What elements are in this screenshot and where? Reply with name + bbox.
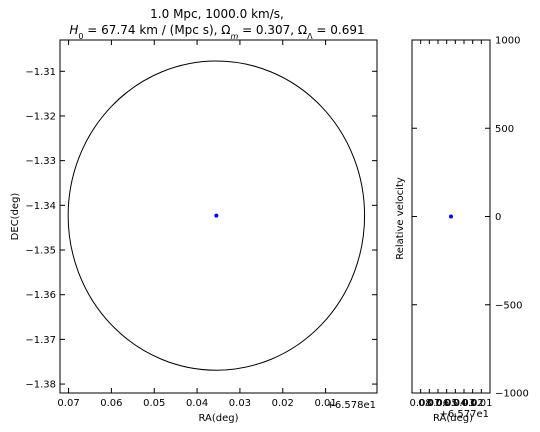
y-tick-label: −1.35 [25,246,56,257]
x-tick-label: 0.01 [470,398,492,409]
x-offset-label: +6.578e1 [326,400,376,411]
y-tick-label: −1.33 [25,156,56,167]
y-tick-label: −1.36 [25,290,56,301]
title-part: 0 [78,32,83,41]
x-tick-label: 0.04 [186,398,208,409]
x-tick-label: 0.06 [100,398,122,409]
title-part: m [230,32,238,41]
x-tick-label: 0.01 [314,398,336,409]
y-tick-label: −1.34 [25,201,56,212]
x-tick-label: 0.07 [57,398,79,409]
x-tick-label: 0.05 [436,398,458,409]
x-axis-title: RA(deg) [198,413,238,424]
y-tick-label: −1.32 [25,111,56,122]
title-part: Ω [298,23,307,37]
title-part: H [69,23,78,37]
x-tick-label: 0.03 [453,398,475,409]
y-axis-title: Relative velocity [395,177,406,260]
x-tick-label: 0.02 [462,398,484,409]
y-tick-label: −500 [495,300,522,311]
x-tick-label: 0.02 [272,398,294,409]
x-offset-label: +6.577e1 [439,409,489,420]
data-point [449,214,453,219]
title-part: = 0.307, [238,23,298,37]
title-part: Λ [307,32,313,41]
title-part: = 67.74 km / (Mpc s), [83,23,221,37]
x-tick-label: 0.06 [427,398,449,409]
y-tick-label: −1.31 [25,67,56,78]
y-tick-label: 500 [495,124,514,135]
x-tick-label: 0.03 [229,398,251,409]
x-tick-label: 0.04 [444,398,466,409]
y-tick-label: −1.38 [25,380,56,391]
position-axes: 0.07 0.06 0.05 0.04 0.03 0.02 0.01 −1.31 −1.32 −1… [10,39,378,424]
chart-title: 1.0 Mpc, 1000.0 km/s, [150,7,284,21]
x-tick-label: 0.08 [410,398,432,409]
y-tick-label: −1.37 [25,335,56,346]
plot-frame [59,39,378,394]
x-axis-title: RA(deg) [433,413,473,424]
y-tick-label: −1000 [495,389,529,400]
y-axis-title: DEC(deg) [10,193,21,241]
y-tick-label: 1000 [495,36,520,47]
x-tick-label: 0.05 [143,398,165,409]
data-point [214,213,219,218]
title-part: Ω [221,23,230,37]
y-tick-label: 0 [495,212,501,223]
x-tick-label: 0.07 [418,398,440,409]
title-part: = 0.691 [313,23,365,37]
chart-subtitle: H0 = 67.74 km / (Mpc s), Ωm = 0.307, ΩΛ … [69,23,364,41]
search-radius-circle [67,60,366,371]
velocity-axes: 10005000−500−10000.080.070.060.050.040.0… [395,36,529,425]
